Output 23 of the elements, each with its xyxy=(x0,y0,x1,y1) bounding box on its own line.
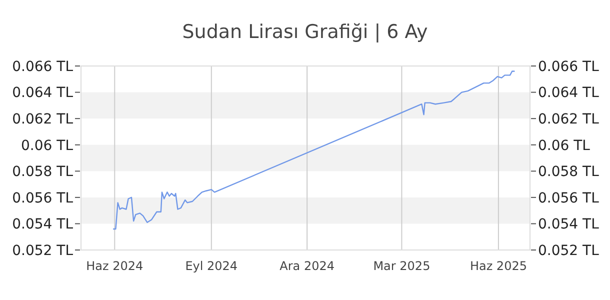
y2-tick-label: 0.062 TL xyxy=(538,111,600,128)
y2-tick-label: 0.056 TL xyxy=(538,190,600,206)
y-tick-label: 0.056 TL xyxy=(12,190,74,206)
y-tick-label: 0.064 TL xyxy=(12,85,74,102)
y2-tick-label: 0.06 TL xyxy=(538,138,590,154)
x-tick-label: Haz 2025 xyxy=(470,259,527,273)
y2-tick-label: 0.058 TL xyxy=(538,164,600,180)
y-tick-label: 0.066 TL xyxy=(12,58,74,75)
x-tick-label: Eyl 2024 xyxy=(185,259,238,273)
y-tick-label: 0.06 TL xyxy=(21,138,74,154)
y2-tick-label: 0.064 TL xyxy=(538,85,600,102)
line-series xyxy=(112,70,515,230)
y-tick-label: 0.058 TL xyxy=(12,164,74,180)
y-tick-label: 0.054 TL xyxy=(12,216,74,233)
chart-title: Sudan Lirası Grafiği | 6 Ay xyxy=(182,21,428,43)
y2-tick-label: 0.066 TL xyxy=(538,58,600,75)
x-tick-label: Haz 2024 xyxy=(86,259,144,273)
x-tick-label: Ara 2024 xyxy=(280,259,335,273)
x-tick-label: Mar 2025 xyxy=(373,259,430,273)
y2-tick-label: 0.052 TL xyxy=(538,242,600,259)
y-tick-label: 0.052 TL xyxy=(12,242,74,259)
y-tick-label: 0.062 TL xyxy=(12,111,74,128)
y2-tick-label: 0.054 TL xyxy=(538,216,600,233)
